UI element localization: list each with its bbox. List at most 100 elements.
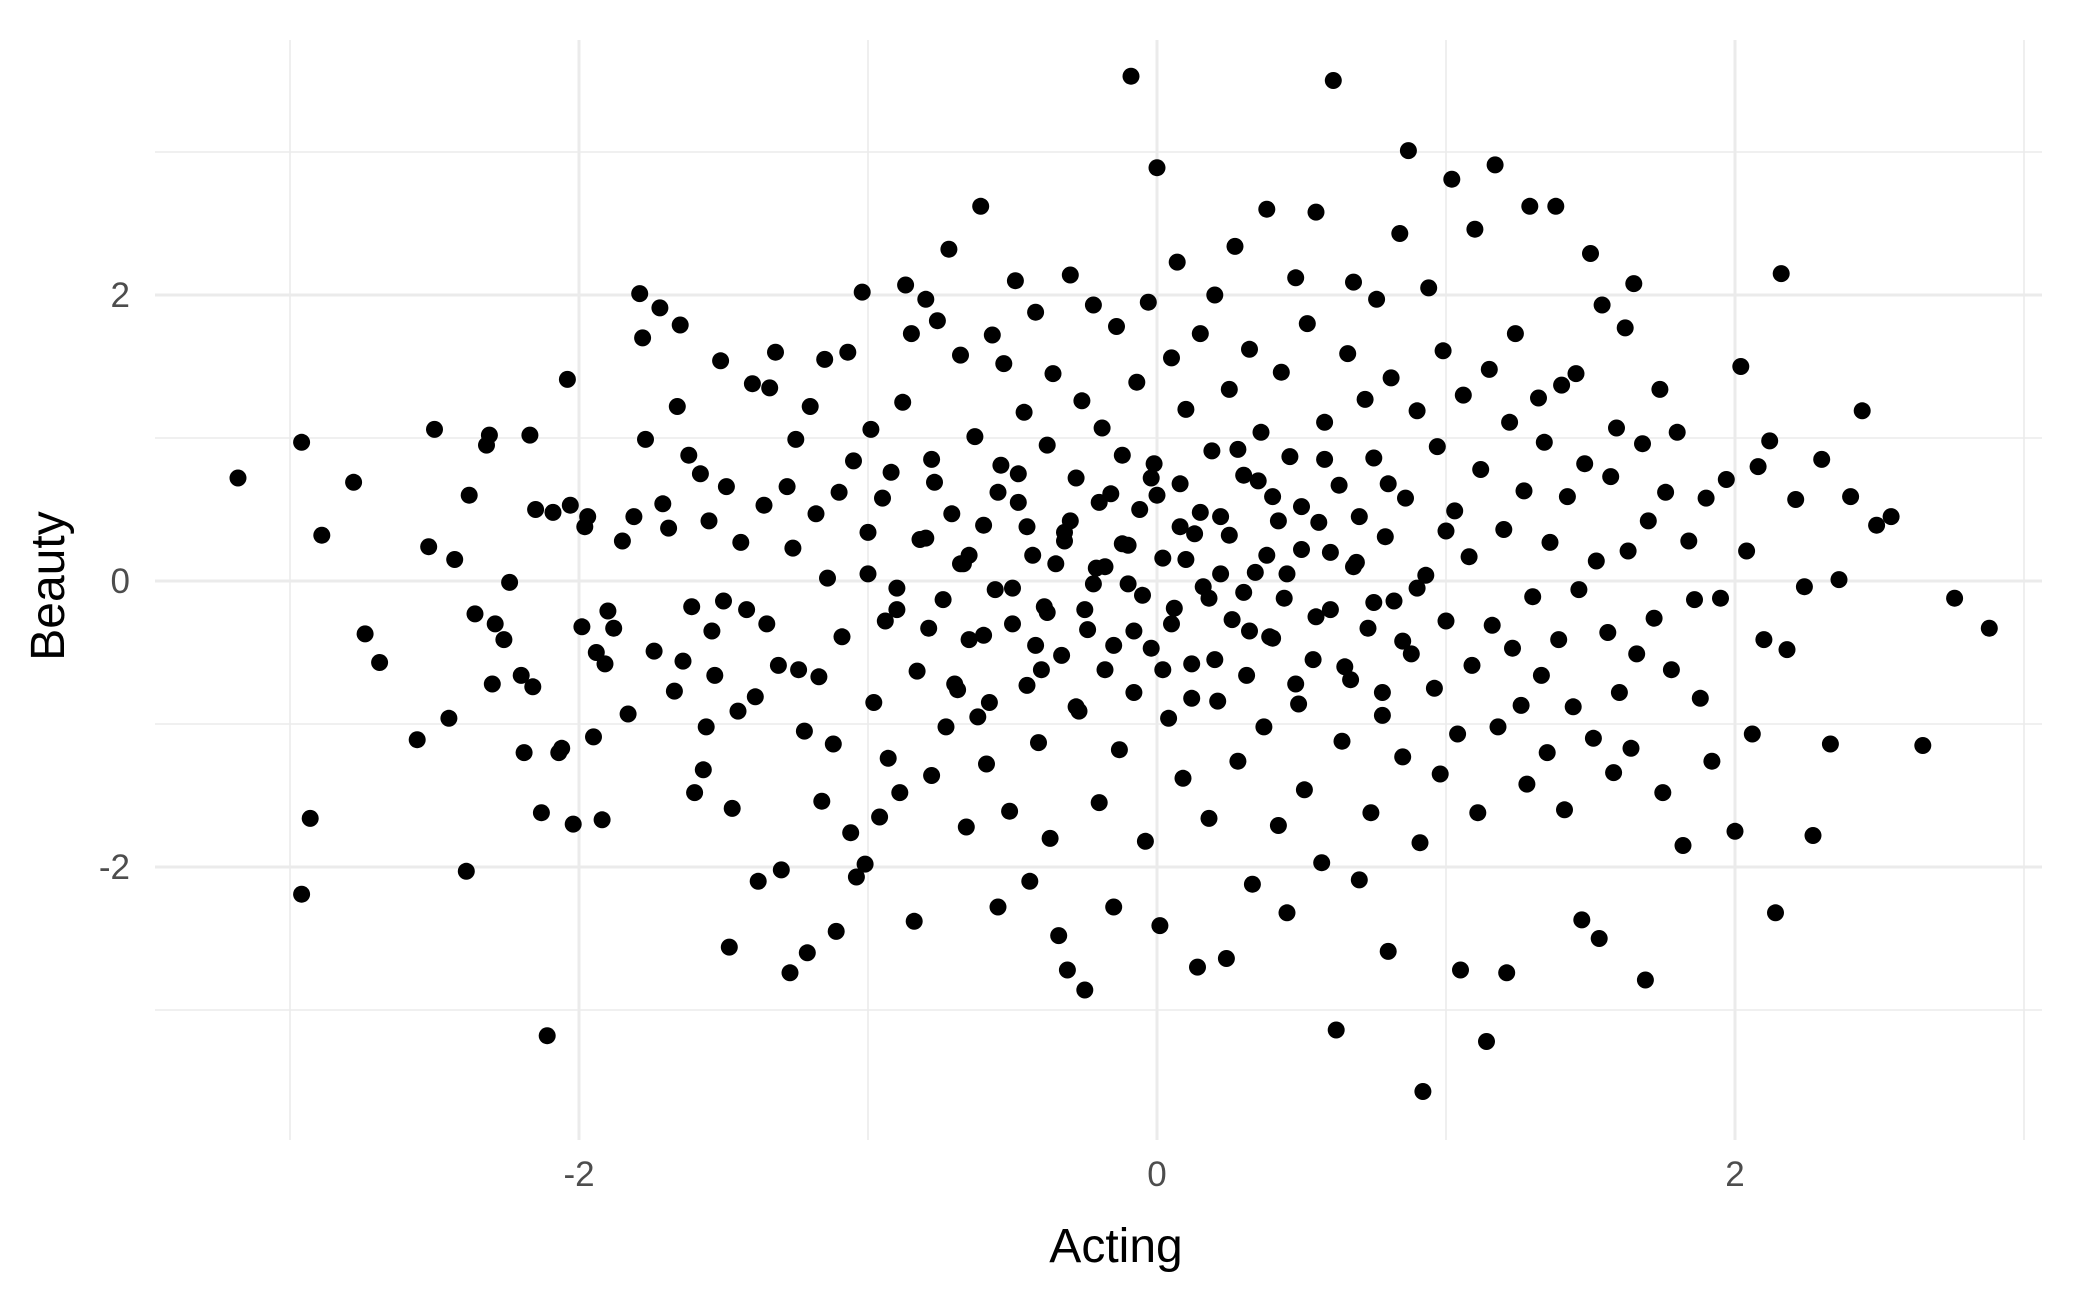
data-point — [1295, 781, 1313, 799]
data-point — [790, 661, 808, 679]
data-point — [371, 654, 389, 671]
data-point — [1151, 917, 1169, 935]
data-point — [1287, 269, 1305, 287]
data-point — [1408, 579, 1426, 597]
data-point — [1163, 349, 1180, 367]
data-point — [1686, 591, 1703, 609]
data-point — [1365, 449, 1383, 467]
data-point — [1200, 589, 1218, 607]
data-point — [1608, 419, 1625, 437]
data-point — [882, 463, 900, 481]
data-point — [1602, 468, 1620, 486]
data-point — [1420, 279, 1438, 297]
data-point — [1342, 671, 1360, 689]
data-point — [1272, 363, 1290, 381]
data-point — [1027, 303, 1045, 321]
data-point — [501, 573, 519, 591]
data-point — [995, 355, 1013, 373]
data-point — [1203, 442, 1221, 460]
data-point — [1310, 513, 1328, 531]
data-point — [558, 370, 576, 388]
data-point — [1021, 872, 1039, 890]
data-point — [972, 197, 990, 215]
data-point — [1119, 536, 1137, 554]
data-point — [847, 868, 865, 886]
data-point — [480, 426, 498, 444]
data-point — [1209, 692, 1227, 710]
data-point — [1212, 508, 1230, 526]
data-point — [1411, 834, 1429, 852]
data-point — [1044, 365, 1062, 383]
data-point — [1428, 438, 1446, 456]
data-point — [1495, 521, 1513, 538]
data-point — [755, 496, 773, 514]
data-point — [1079, 621, 1097, 639]
y-axis-title: Beauty — [22, 511, 75, 660]
data-point — [833, 628, 851, 646]
data-point — [1316, 413, 1334, 431]
data-point — [1732, 358, 1750, 375]
data-point — [1446, 502, 1464, 520]
data-point — [816, 350, 834, 368]
data-point — [853, 283, 871, 301]
data-point — [1515, 482, 1533, 500]
data-point — [301, 809, 319, 827]
data-point — [1316, 450, 1334, 468]
data-point — [827, 922, 845, 940]
data-point — [1619, 542, 1637, 560]
data-point — [1032, 661, 1050, 679]
data-point — [538, 1027, 556, 1045]
data-point — [1131, 501, 1149, 518]
data-point — [1128, 373, 1146, 391]
data-point — [1535, 433, 1553, 451]
data-point — [798, 944, 816, 962]
data-point — [1605, 764, 1623, 782]
data-point — [1278, 904, 1296, 922]
data-point — [1269, 817, 1287, 834]
data-point — [986, 581, 1004, 599]
data-point — [1134, 586, 1151, 604]
data-point — [1168, 253, 1186, 271]
data-point — [845, 452, 862, 470]
data-point — [1009, 493, 1027, 511]
data-point — [1293, 541, 1310, 558]
data-point — [1018, 676, 1036, 694]
data-point — [1073, 392, 1091, 410]
data-point — [1634, 435, 1651, 453]
data-point — [1229, 752, 1247, 770]
data-point — [862, 420, 880, 438]
data-point — [1004, 579, 1021, 597]
data-point — [926, 473, 943, 491]
data-point — [579, 508, 597, 526]
data-point — [1223, 611, 1241, 629]
data-point — [1009, 465, 1027, 483]
data-point — [1345, 558, 1362, 576]
data-point — [1712, 589, 1729, 607]
data-point — [1399, 142, 1417, 160]
data-point — [585, 728, 602, 746]
data-point — [1206, 651, 1224, 669]
data-point — [1038, 436, 1056, 454]
data-point — [466, 605, 484, 623]
data-point — [1001, 802, 1019, 820]
data-point — [1804, 827, 1822, 844]
data-point — [1226, 237, 1244, 255]
data-point — [686, 784, 704, 802]
data-point — [1636, 971, 1654, 989]
data-point — [1379, 475, 1397, 493]
data-point — [1024, 546, 1042, 564]
data-point — [952, 346, 969, 364]
data-point — [599, 602, 617, 620]
data-point — [1027, 636, 1045, 654]
data-point — [1041, 829, 1059, 847]
data-point — [801, 398, 819, 415]
data-point — [1498, 964, 1516, 982]
data-point — [654, 495, 672, 513]
data-point — [1038, 604, 1056, 621]
data-point — [426, 420, 443, 438]
data-point — [1662, 661, 1680, 679]
data-point — [1472, 461, 1490, 478]
data-point — [544, 503, 562, 521]
data-point — [952, 555, 969, 573]
